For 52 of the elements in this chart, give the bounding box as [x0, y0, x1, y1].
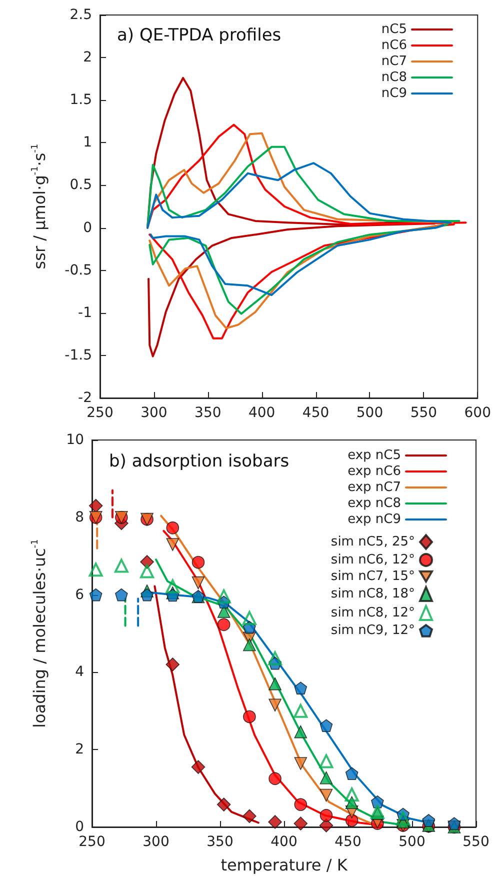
y-tick-label: 0: [83, 220, 92, 236]
x-tick-label: 400: [248, 405, 276, 421]
legend-label: exp nC9: [348, 512, 401, 527]
legend-label: sim nC5, 25°: [330, 534, 415, 550]
legend-label: sim nC6, 12°: [330, 552, 415, 568]
legend-label: exp nC6: [348, 464, 401, 479]
x-tick-label: 250: [78, 834, 106, 850]
x-tick-label: 300: [142, 834, 170, 850]
x-tick-label: 500: [398, 834, 426, 850]
x-tick-label: 500: [356, 405, 384, 421]
y-tick-label: -0.5: [64, 262, 92, 278]
text: b) adsorption isobars: [109, 452, 290, 472]
y-tick-label: 2: [83, 50, 92, 66]
y-tick-label: 8: [75, 509, 84, 526]
legend-label: sim nC8, 12°: [330, 606, 415, 620]
legend-label: exp nC5: [348, 448, 401, 463]
x-tick-label: 250: [86, 405, 114, 421]
y-tick-label: 2.5: [70, 7, 92, 23]
legend-label: sim nC8, 18°: [330, 586, 415, 602]
x-tick-label: 400: [270, 834, 298, 850]
x-axis-title: temperature / K: [220, 856, 348, 874]
y-tick-label: 1: [83, 134, 92, 151]
y-tick-label: -1.5: [64, 347, 92, 364]
y-tick-label: 2: [75, 742, 84, 758]
legend-label: nC6: [381, 38, 407, 53]
x-tick-label: 350: [194, 405, 222, 421]
y-tick-label: 0: [75, 819, 84, 835]
x-tick-label: 300: [140, 405, 168, 421]
y-axis-title: ssr / µmol·g-1·s-1: [30, 144, 49, 270]
y-tick-label: 10: [66, 432, 84, 448]
legend-label: exp nC7: [348, 480, 401, 495]
legend-label: sim nC9, 12°: [330, 623, 415, 638]
legend-label: nC7: [381, 54, 407, 69]
legend-label: sim nC7, 15°: [330, 569, 415, 584]
y-tick-label: 4: [75, 664, 84, 680]
x-tick-label: 350: [206, 834, 234, 850]
y-axis-title: loading / molecules·uc-1: [30, 539, 49, 728]
legend-label: exp nC8: [348, 496, 401, 511]
legend-label: nC9: [381, 86, 407, 101]
x-tick-label: 550: [410, 405, 438, 421]
y-tick-label: 0.5: [70, 177, 92, 194]
text: a) QE-TPDA profiles: [117, 26, 282, 46]
x-tick-label: 550: [462, 834, 490, 850]
y-tick-label: -1: [78, 304, 92, 321]
y-tick-label: 6: [75, 586, 84, 603]
legend-label: nC5: [381, 22, 407, 37]
x-tick-label: 600: [464, 405, 492, 421]
y-tick-label: 1.5: [70, 92, 92, 108]
y-tick-label: -2: [78, 390, 92, 406]
x-tick-label: 450: [334, 834, 362, 850]
legend-label: nC8: [381, 70, 407, 85]
x-tick-label: 450: [302, 405, 330, 421]
